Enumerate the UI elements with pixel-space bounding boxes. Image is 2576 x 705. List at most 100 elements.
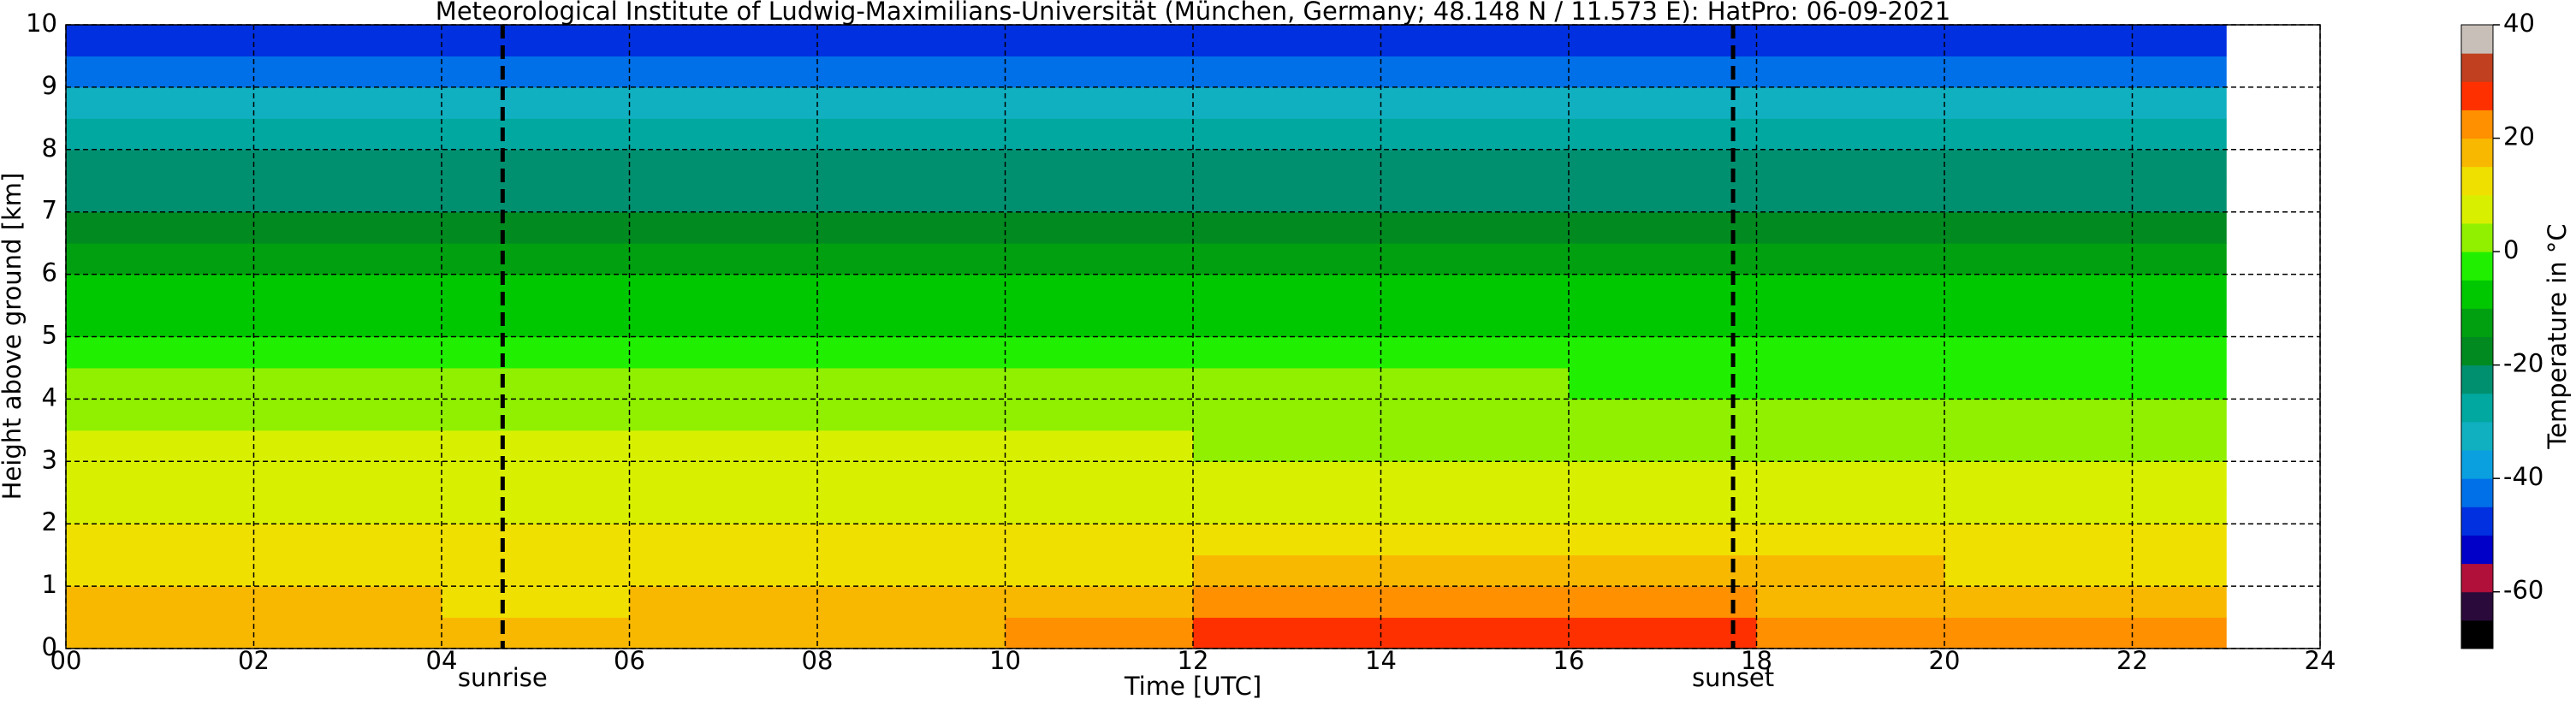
heatmap-cell	[817, 554, 1006, 587]
heatmap-cell	[66, 336, 254, 369]
heatmap-cell	[66, 492, 254, 524]
heatmap-cell	[442, 367, 630, 400]
heatmap-cell	[1944, 430, 2133, 462]
heatmap-cell	[1944, 274, 2133, 306]
heatmap-cell	[1756, 25, 1945, 56]
heatmap-cell	[629, 118, 818, 151]
heatmap-cell	[1756, 461, 1945, 494]
heatmap-cell	[253, 336, 442, 369]
heatmap-cell	[1944, 461, 2133, 494]
x-tick-label: 08	[802, 646, 834, 675]
heatmap-cell	[1569, 399, 1757, 431]
heatmap-cell	[1193, 181, 1381, 213]
heatmap-cell	[2132, 181, 2227, 213]
heatmap-cell	[1380, 492, 1570, 524]
heatmap-cell	[1005, 492, 1194, 524]
x-tick-label: 18	[1741, 646, 1772, 675]
x-tick-label: 14	[1365, 646, 1397, 675]
heatmap-cell	[66, 399, 254, 431]
heatmap-cell	[442, 181, 630, 213]
heatmap-cell	[1380, 243, 1570, 275]
heatmap-cell	[1380, 554, 1570, 587]
heatmap-cell	[1756, 118, 1945, 151]
heatmap-cell	[253, 25, 442, 56]
heatmap-cell	[442, 211, 630, 244]
heatmap-cell	[1193, 211, 1381, 244]
plot-frame	[65, 24, 2321, 649]
colorbar-segment	[2461, 194, 2493, 224]
heatmap-cell	[1005, 336, 1194, 369]
heatmap-cell	[442, 461, 630, 494]
y-tick-label: 6	[42, 258, 57, 287]
heatmap-cell	[629, 399, 818, 431]
colorbar-segment	[2461, 308, 2493, 337]
heatmap-cell	[2132, 118, 2227, 151]
y-tick-label: 4	[42, 382, 57, 412]
heatmap-cell	[817, 586, 1006, 619]
heatmap-cell	[1569, 492, 1757, 524]
heatmap-cell	[442, 118, 630, 151]
heatmap-cell	[629, 25, 818, 56]
heatmap-cell	[442, 336, 630, 369]
y-tick-label: 5	[42, 321, 57, 350]
colorbar-frame	[2460, 24, 2494, 649]
heatmap-cell	[1569, 430, 1757, 462]
heatmap-cell	[442, 86, 630, 119]
heatmap-cell	[817, 118, 1006, 151]
heatmap-cell	[1005, 274, 1194, 306]
heatmap-cell	[1193, 274, 1381, 306]
colorbar-segment	[2461, 252, 2493, 281]
y-tick-label: 8	[42, 133, 57, 163]
heatmap-cell	[253, 118, 442, 151]
heatmap-cell	[1944, 181, 2133, 213]
heatmap-cell	[1569, 118, 1757, 151]
colorbar-label: Temperature in °C	[2543, 223, 2572, 449]
heatmap-cell	[1569, 86, 1757, 119]
x-tick-label: 24	[2305, 646, 2336, 675]
heatmap-cell	[66, 118, 254, 151]
heatmap-cell	[1380, 367, 1570, 400]
heatmap-cell	[1005, 586, 1194, 619]
colorbar-segment	[2461, 110, 2493, 139]
colorbar-segment	[2461, 591, 2493, 621]
heatmap-cell	[66, 430, 254, 462]
chart-title: Meteorological Institute of Ludwig-Maxim…	[436, 0, 1950, 26]
heatmap-cell	[2132, 305, 2227, 337]
heatmap-cell	[442, 274, 630, 306]
heatmap-cell	[1569, 149, 1757, 181]
heatmap-cell	[1380, 399, 1570, 431]
heatmap-cell	[629, 181, 818, 213]
heatmap-cell	[1569, 461, 1757, 494]
x-tick-label: 12	[1178, 646, 1209, 675]
heatmap-cell	[1756, 617, 1945, 649]
heatmap-cell	[1005, 399, 1194, 431]
heatmap-cell	[817, 399, 1006, 431]
heatmap-cell	[817, 336, 1006, 369]
heatmap-cell	[1380, 25, 1570, 56]
heatmap-cell	[2132, 617, 2227, 649]
heatmap-cell	[1944, 243, 2133, 275]
colorbar-segment	[2461, 563, 2493, 593]
heatmap-cell	[1380, 586, 1570, 619]
heatmap-cell	[1569, 25, 1757, 56]
heatmap-cell	[1005, 367, 1194, 400]
heatmap-cell	[1005, 149, 1194, 181]
heatmap-cell	[1380, 118, 1570, 151]
heatmap-cell	[1005, 243, 1194, 275]
heatmap-cell	[1380, 617, 1570, 649]
heatmap-cell	[1005, 118, 1194, 151]
heatmap-cell	[1569, 181, 1757, 213]
heatmap-cell	[1756, 524, 1945, 556]
heatmap-cell	[817, 461, 1006, 494]
heatmap-cell	[1756, 56, 1945, 88]
colorbar-tick-label: 0	[2503, 235, 2519, 264]
heatmap-cell	[2132, 56, 2227, 88]
heatmap-cell	[817, 25, 1006, 56]
heatmap-cell	[253, 211, 442, 244]
heatmap-cell	[1756, 86, 1945, 119]
heatmap-cell	[1380, 461, 1570, 494]
heatmap-cell	[442, 305, 630, 337]
heatmap-cell	[817, 305, 1006, 337]
heatmap-cell	[1756, 274, 1945, 306]
